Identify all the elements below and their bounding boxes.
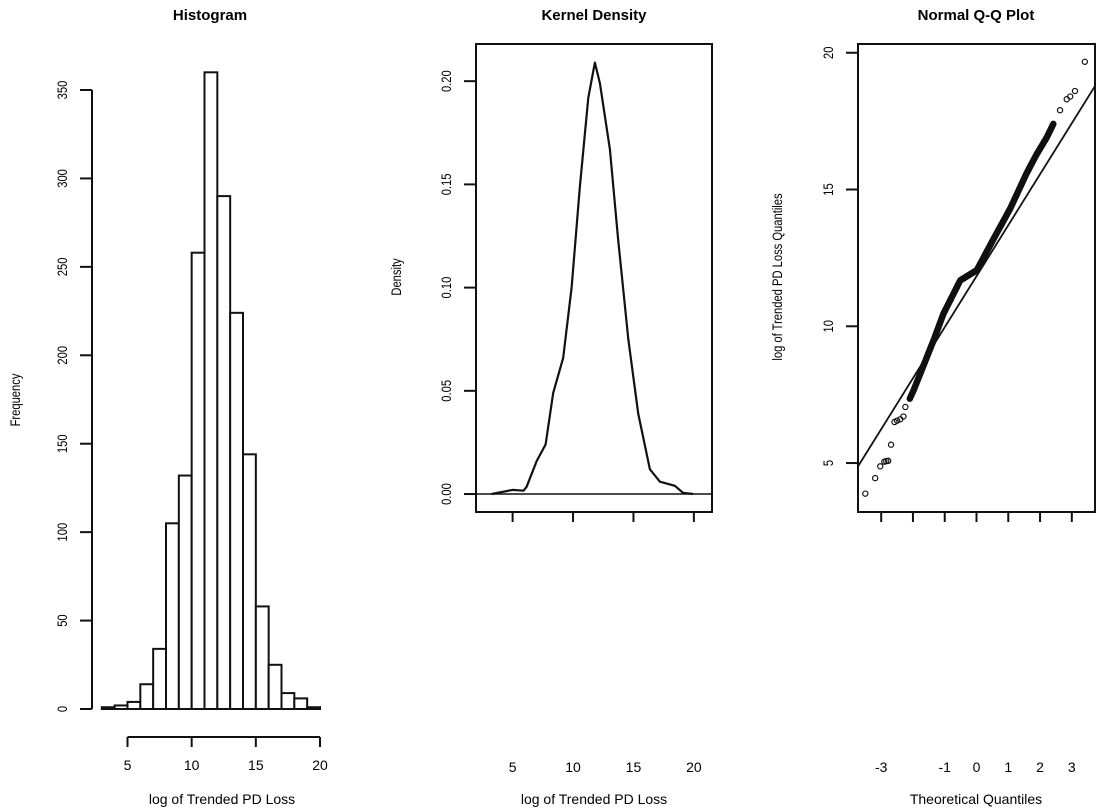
qq-point (1081, 58, 1089, 65)
histogram-bar (190, 251, 206, 711)
histogram-bar (216, 195, 232, 711)
density-curve (491, 61, 694, 496)
qq-reference-line (857, 85, 1096, 467)
plot-frame (857, 43, 1096, 513)
histogram-bar (152, 647, 168, 711)
histogram-panel: Histogram log of Trended PD Loss Frequen… (8, 7, 328, 807)
y-tick-label: 5 (821, 460, 836, 466)
y-tick-label: 0.00 (439, 483, 454, 505)
y-tick-label: 250 (55, 258, 70, 277)
density-xlabel: log of Trended PD Loss (521, 791, 667, 807)
qq-ylabel: log of Trended PD Loss Quantiles (770, 193, 785, 360)
x-tick-label: 5 (509, 759, 517, 775)
density-ylabel: Density (389, 258, 404, 296)
qq-point (1063, 96, 1070, 103)
histogram-bar (165, 522, 180, 710)
y-tick-label: 200 (55, 346, 70, 365)
qq-point (1056, 106, 1064, 114)
histogram-bar (113, 704, 129, 710)
y-tick-label: 150 (55, 434, 70, 453)
x-tick-label: -1 (939, 759, 952, 775)
qq-point (877, 463, 884, 470)
x-tick-label: 3 (1068, 759, 1076, 775)
histogram-bar (126, 700, 142, 711)
y-tick-label: 0.10 (439, 277, 454, 299)
x-tick-label: 10 (565, 759, 581, 775)
y-tick-label: 10 (821, 320, 836, 332)
qq-plot-panel: Normal Q-Q Plot Theoretical Quantiles lo… (770, 7, 1096, 807)
qq-point (1071, 87, 1079, 95)
histogram-bar (254, 605, 270, 710)
histogram-bar (280, 692, 296, 711)
qq-point (871, 474, 879, 482)
y-tick-label: 0.15 (439, 173, 454, 195)
x-tick-label: 2 (1036, 759, 1044, 775)
plot-frame (475, 43, 713, 513)
x-tick-label: 5 (124, 757, 132, 773)
qq-point (862, 490, 869, 497)
density-title: Kernel Density (541, 7, 647, 24)
y-tick-label: 0.05 (439, 380, 454, 402)
x-tick-label: 20 (686, 759, 702, 775)
x-tick-label: 1 (1004, 759, 1012, 775)
qq-point (1067, 93, 1074, 100)
histogram-title: Histogram (173, 7, 247, 24)
y-tick-label: 20 (821, 47, 836, 59)
qq-points (862, 58, 1089, 497)
qq-point (902, 403, 909, 411)
histogram-bar (100, 706, 116, 711)
x-tick-label: 0 (973, 759, 981, 775)
histogram-bar (306, 706, 321, 711)
y-tick-label: 15 (821, 183, 836, 195)
x-tick-label: 20 (312, 757, 328, 773)
histogram-bar (203, 71, 219, 711)
y-tick-label: 300 (55, 169, 70, 188)
histogram-bar (229, 311, 245, 710)
histogram-xlabel: log of Trended PD Loss (149, 791, 295, 807)
x-tick-label: 10 (184, 757, 200, 773)
qq-point (893, 417, 901, 424)
qq-point (900, 413, 907, 420)
y-tick-label: 0.20 (439, 70, 454, 92)
y-tick-label: 50 (55, 614, 70, 626)
qq-point (884, 457, 892, 465)
y-tick-label: 100 (55, 523, 70, 542)
histogram-bar (293, 697, 309, 710)
qq-title: Normal Q-Q Plot (918, 7, 1035, 24)
x-tick-label: 15 (248, 757, 264, 773)
kernel-density-panel: Kernel Density log of Trended PD Loss De… (389, 7, 713, 807)
qq-xlabel: Theoretical Quantiles (910, 791, 1042, 807)
histogram-bar (177, 474, 193, 711)
y-tick-label: 0 (55, 706, 70, 712)
histogram-bar (267, 663, 283, 710)
y-tick-label: 350 (55, 81, 70, 100)
histogram-bar (139, 683, 155, 710)
x-tick-label: -3 (875, 759, 888, 775)
histogram-ylabel: Frequency (8, 373, 23, 426)
qq-point (887, 441, 895, 448)
histogram-bar (242, 453, 257, 710)
x-tick-label: 15 (626, 759, 642, 775)
qq-point (1049, 121, 1057, 128)
